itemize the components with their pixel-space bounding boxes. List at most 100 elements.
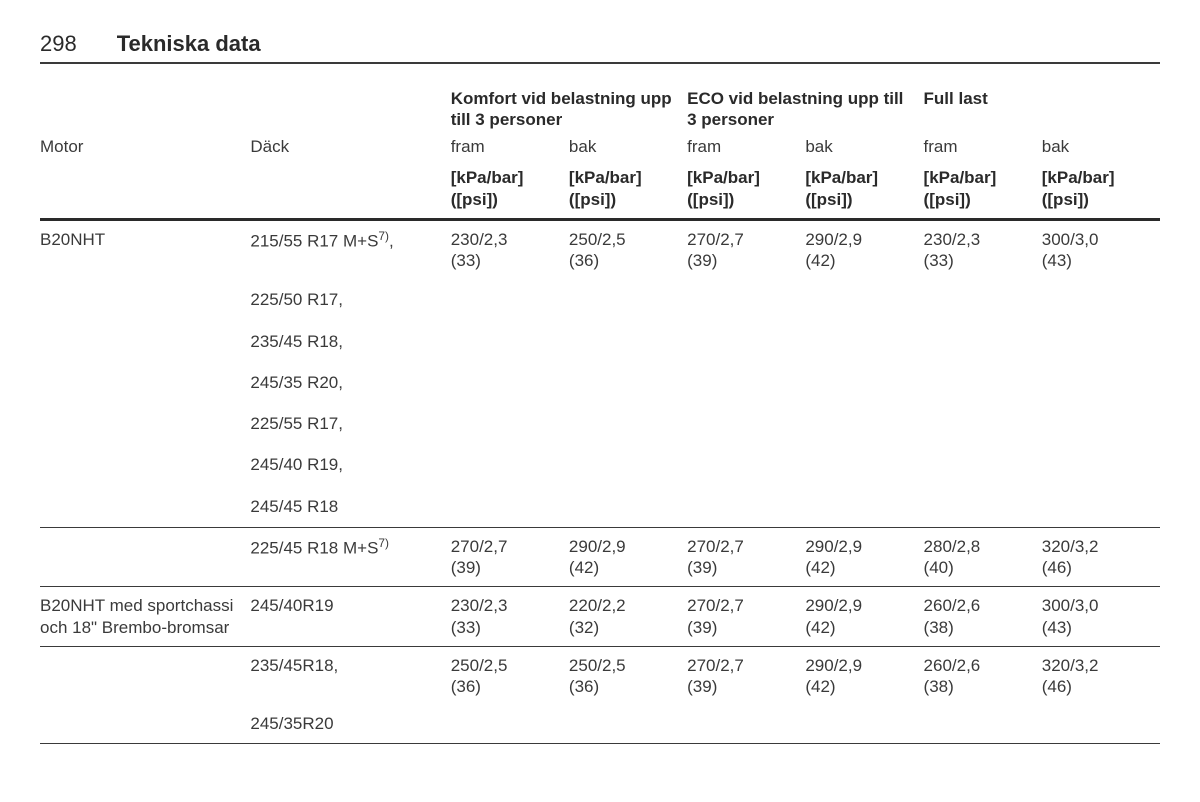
table-row: 245/40 R19, [40, 444, 1160, 485]
pressure-cell: 300/3,0(43) [1042, 219, 1160, 279]
motor-cell [40, 403, 250, 444]
pressure-cell: 290/2,9(42) [805, 527, 923, 587]
pressure-cell [687, 486, 805, 528]
footnote-ref: 7) [378, 229, 389, 243]
pressure-cell [687, 403, 805, 444]
col-full-rear: bak [1042, 130, 1160, 161]
table-row: 245/35R20 [40, 705, 1160, 743]
pressure-cell [805, 279, 923, 320]
tire-cell: 225/45 R18 M+S7) [250, 527, 450, 587]
tire-cell: 245/40R19 [250, 587, 450, 647]
tire-pressure-table: Komfort vid belastning upp till 3 person… [40, 84, 1160, 744]
tire-cell: 235/45 R18, [250, 321, 450, 362]
pressure-cell [924, 362, 1042, 403]
motor-cell [40, 279, 250, 320]
col-group-comfort: Komfort vid belastning upp till 3 person… [451, 84, 687, 131]
pressure-cell: 280/2,8(40) [924, 527, 1042, 587]
pressure-cell: 250/2,5(36) [569, 646, 687, 705]
tire-cell: 245/40 R19, [250, 444, 450, 485]
unit-header: [kPa/bar] ([psi]) [805, 161, 923, 219]
pressure-cell [805, 403, 923, 444]
page: 298 Tekniska data Komfort vid belastning… [0, 0, 1200, 802]
table-row: 235/45R18,250/2,5(36)250/2,5(36)270/2,7(… [40, 646, 1160, 705]
motor-cell [40, 444, 250, 485]
pressure-cell [1042, 279, 1160, 320]
table-row: 225/55 R17, [40, 403, 1160, 444]
pressure-cell [1042, 486, 1160, 528]
unit-header: [kPa/bar] ([psi]) [924, 161, 1042, 219]
pressure-cell [805, 321, 923, 362]
pressure-cell [805, 444, 923, 485]
pressure-cell: 260/2,6(38) [924, 646, 1042, 705]
col-tire: Däck [250, 130, 450, 161]
col-comfort-front: fram [451, 130, 569, 161]
table-row: 225/50 R17, [40, 279, 1160, 320]
table-row: B20NHT215/55 R17 M+S7), 230/2,3(33) 250/2,… [40, 219, 1160, 279]
tire-cell: 235/45R18, [250, 646, 450, 705]
unit-header: [kPa/bar] ([psi]) [687, 161, 805, 219]
pressure-cell [924, 403, 1042, 444]
pressure-cell: 220/2,2(32) [569, 587, 687, 647]
col-eco-rear: bak [805, 130, 923, 161]
table-row: 225/45 R18 M+S7)270/2,7(39)290/2,9(42)27… [40, 527, 1160, 587]
motor-cell: B20NHT [40, 219, 250, 279]
pressure-cell [451, 279, 569, 320]
page-number: 298 [40, 30, 77, 58]
pressure-cell [924, 279, 1042, 320]
table-body: B20NHT215/55 R17 M+S7),230/2,3(33)250/2,… [40, 219, 1160, 743]
pressure-cell [687, 444, 805, 485]
pressure-cell [687, 705, 805, 743]
tire-cell: 215/55 R17 M+S7), [250, 219, 450, 279]
tire-cell: 245/35 R20, [250, 362, 450, 403]
pressure-cell [687, 362, 805, 403]
table-row: 245/45 R18 [40, 486, 1160, 528]
col-full-front: fram [924, 130, 1042, 161]
pressure-cell: 230/2,3(33) [451, 587, 569, 647]
footnote-ref: 7) [378, 536, 389, 550]
pressure-cell: 270/2,7(39) [687, 587, 805, 647]
section-title: Tekniska data [117, 30, 261, 58]
col-group-eco: ECO vid belastning upp till 3 personer [687, 84, 923, 131]
pressure-cell: 300/3,0(43) [1042, 587, 1160, 647]
pressure-cell: 250/2,5(36) [451, 646, 569, 705]
pressure-cell [805, 705, 923, 743]
pressure-cell: 290/2,9(42) [805, 587, 923, 647]
pressure-cell [569, 321, 687, 362]
motor-cell [40, 486, 250, 528]
pressure-cell [569, 403, 687, 444]
motor-cell [40, 705, 250, 743]
pressure-cell [924, 486, 1042, 528]
pressure-cell [569, 279, 687, 320]
motor-cell [40, 321, 250, 362]
table-row: B20NHT med sportchassi och 18" Brembo-br… [40, 587, 1160, 647]
pressure-cell: 290/2,9(42) [805, 646, 923, 705]
tire-cell: 225/55 R17, [250, 403, 450, 444]
pressure-cell: 270/2,7(39) [687, 527, 805, 587]
col-group-full: Full last [924, 84, 1160, 131]
table-head: Komfort vid belastning upp till 3 person… [40, 84, 1160, 220]
pressure-cell: 270/2,7(39) [451, 527, 569, 587]
pressure-cell [1042, 321, 1160, 362]
pressure-cell [1042, 705, 1160, 743]
pressure-cell: 290/2,9(42) [805, 219, 923, 279]
unit-header: [kPa/bar] ([psi]) [1042, 161, 1160, 219]
pressure-cell [687, 321, 805, 362]
pressure-cell [924, 444, 1042, 485]
pressure-cell [805, 362, 923, 403]
pressure-cell [451, 705, 569, 743]
pressure-cell [924, 705, 1042, 743]
motor-cell: B20NHT med sportchassi och 18" Brembo-br… [40, 587, 250, 647]
pressure-cell [569, 486, 687, 528]
col-comfort-rear: bak [569, 130, 687, 161]
pressure-cell [924, 321, 1042, 362]
unit-header: [kPa/bar] ([psi]) [569, 161, 687, 219]
motor-cell [40, 527, 250, 587]
pressure-cell [451, 321, 569, 362]
page-header: 298 Tekniska data [40, 30, 1160, 64]
pressure-cell: 230/2,3(33) [924, 219, 1042, 279]
pressure-cell [1042, 403, 1160, 444]
pressure-cell: 250/2,5(36) [569, 219, 687, 279]
pressure-cell [1042, 362, 1160, 403]
pressure-cell: 270/2,7(39) [687, 219, 805, 279]
col-eco-front: fram [687, 130, 805, 161]
